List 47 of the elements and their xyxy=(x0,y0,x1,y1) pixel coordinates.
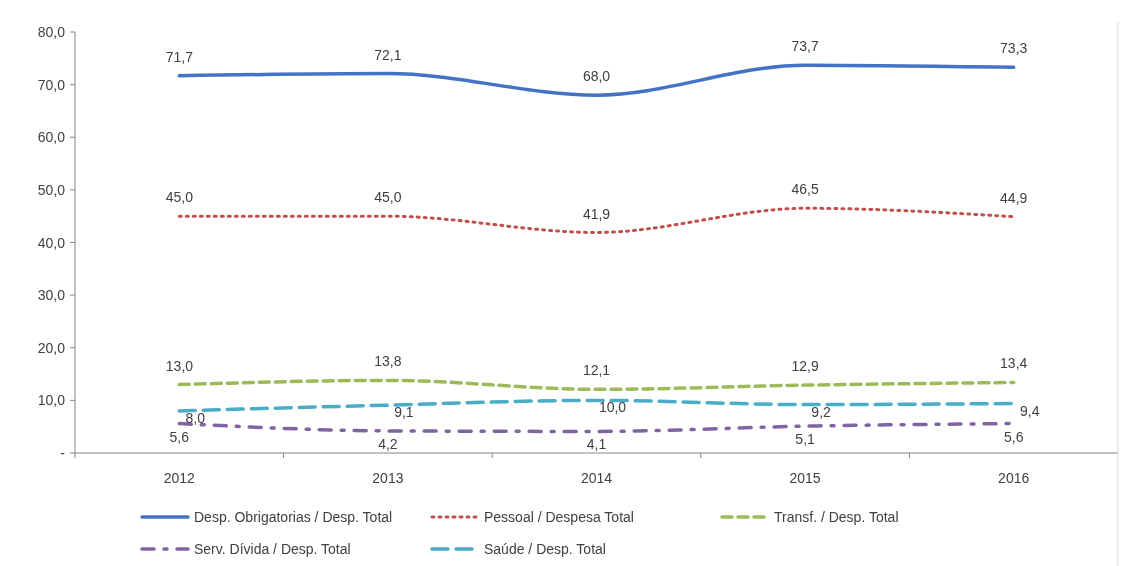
x-tick-label: 2014 xyxy=(580,470,613,486)
line-series xyxy=(177,63,1016,97)
x-tick-label: 2012 xyxy=(163,470,196,486)
line-series xyxy=(177,378,1016,392)
data-label: 10,0 xyxy=(598,399,627,416)
x-tick-label: 2016 xyxy=(998,470,1030,486)
data-label: 4,1 xyxy=(586,436,607,453)
data-label: 73,3 xyxy=(1000,40,1028,57)
y-tick-label: 50,0 xyxy=(37,181,66,198)
y-tick-label: 60,0 xyxy=(37,129,66,146)
data-label: 5,6 xyxy=(1003,428,1024,445)
data-label: 46,5 xyxy=(791,181,819,198)
legend-label: Saúde / Desp. Total xyxy=(484,541,606,557)
data-label: 9,1 xyxy=(394,404,414,421)
data-label: 12,9 xyxy=(791,358,819,375)
data-label: 8,0 xyxy=(185,409,206,426)
y-tick-label: 40,0 xyxy=(37,234,66,251)
data-label: 5,6 xyxy=(169,428,190,445)
data-label: 13,0 xyxy=(165,357,194,374)
data-label: 45,0 xyxy=(165,189,194,206)
legend-label: Serv. Dívida / Desp. Total xyxy=(194,541,351,557)
x-tick-label: 2015 xyxy=(789,470,821,486)
x-tick-label: 2013 xyxy=(372,470,404,486)
data-label: 73,7 xyxy=(791,38,819,55)
line-series xyxy=(177,206,1016,234)
data-label: 9,4 xyxy=(1019,402,1040,419)
data-label: 4,2 xyxy=(378,435,398,452)
data-label: 41,9 xyxy=(582,205,611,222)
data-label: 44,9 xyxy=(1000,189,1028,206)
legend-label: Pessoal / Despesa Total xyxy=(484,509,634,525)
y-tick-label: - xyxy=(60,445,66,461)
legend-label: Transf. / Desp. Total xyxy=(774,509,899,525)
data-label: 68,0 xyxy=(582,68,611,85)
data-label: 9,2 xyxy=(811,403,832,420)
legend-label: Desp. Obrigatorias / Desp. Total xyxy=(194,509,393,525)
data-label: 13,4 xyxy=(1000,355,1028,372)
data-label: 12,1 xyxy=(582,362,611,379)
data-label: 71,7 xyxy=(165,48,194,65)
y-tick-label: 70,0 xyxy=(37,76,66,93)
data-label: 45,0 xyxy=(374,189,402,206)
data-label: 72,1 xyxy=(374,46,402,63)
data-label: 13,8 xyxy=(374,353,402,370)
data-label: 5,1 xyxy=(795,431,816,448)
y-tick-label: 80,0 xyxy=(37,24,66,40)
y-tick-label: 30,0 xyxy=(37,287,66,304)
y-tick-label: 10,0 xyxy=(37,392,66,409)
y-tick-label: 20,0 xyxy=(37,339,66,356)
